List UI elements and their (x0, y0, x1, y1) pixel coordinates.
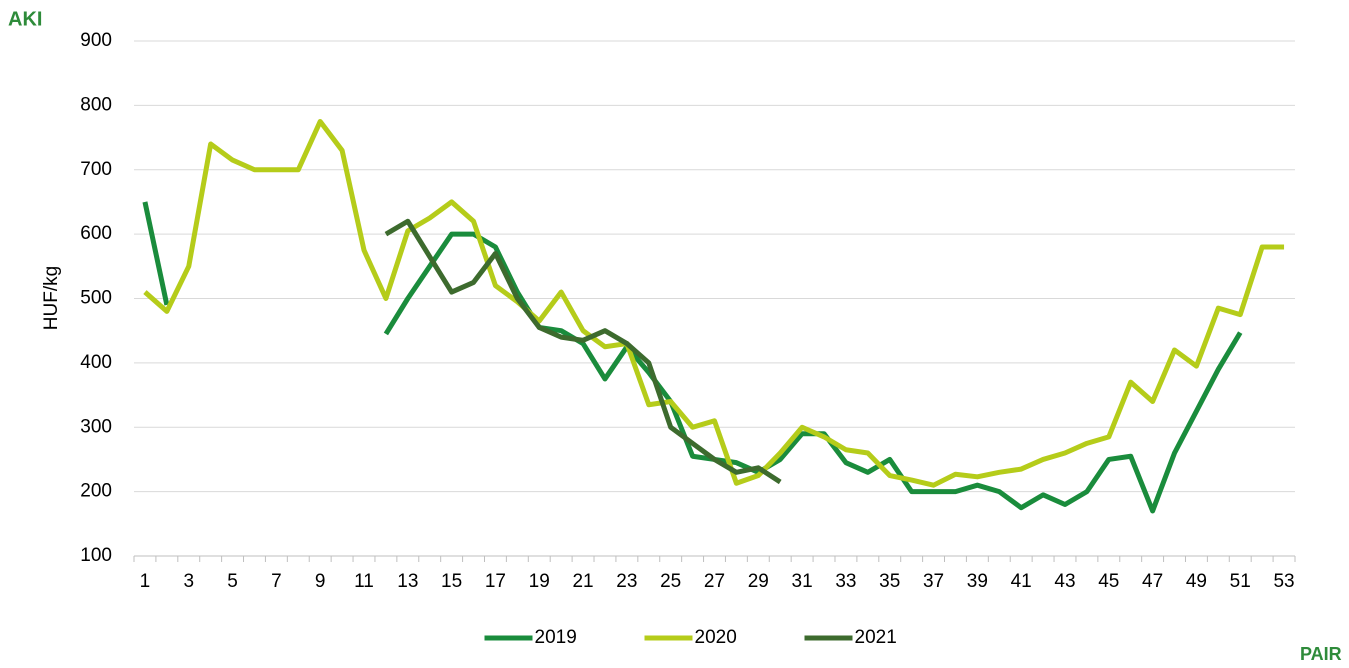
x-tick-label: 49 (1186, 571, 1207, 592)
line (143, 118, 1285, 488)
x-tick-label: 33 (835, 571, 856, 592)
y-tick-label: 800 (80, 94, 112, 115)
x-tick-label: 37 (923, 571, 944, 592)
x-tick-label: 19 (529, 571, 550, 592)
y-tick-label: 700 (80, 159, 112, 180)
x-tick-label: 17 (485, 571, 506, 592)
x-tick-label: 35 (879, 571, 900, 592)
x-tick-label: 3 (183, 571, 194, 592)
x-tick-label: 31 (792, 571, 813, 592)
x-tick-label: 29 (748, 571, 769, 592)
y-tick-label: 300 (80, 416, 112, 437)
x-tick-label: 51 (1230, 571, 1251, 592)
legend-label: 2021 (855, 627, 897, 648)
x-tick-label: 21 (572, 571, 593, 592)
x-tick-label: 5 (227, 571, 238, 592)
x-tick-label: 15 (441, 571, 462, 592)
y-tick-label: 200 (80, 481, 112, 502)
x-tick-label: 9 (315, 571, 326, 592)
x-tick-label: 1 (140, 571, 151, 592)
y-tick-label: 100 (80, 545, 112, 566)
y-tick-label: 500 (80, 288, 112, 309)
logo: AKI (8, 8, 42, 30)
legend-label: 2019 (535, 627, 577, 648)
line (384, 218, 782, 485)
x-tick-label: 43 (1054, 571, 1075, 592)
y-tick-label: 600 (80, 223, 112, 244)
y-tick-label: 400 (80, 352, 112, 373)
logo: PAIR (1300, 644, 1342, 664)
x-tick-label: 27 (704, 571, 725, 592)
x-tick-label: 13 (397, 571, 418, 592)
x-tick-label: 47 (1142, 571, 1163, 592)
x-tick-label: 7 (271, 571, 282, 592)
x-tick-label: 41 (1011, 571, 1032, 592)
x-tick-label: 11 (354, 571, 374, 592)
x-tick-label: 53 (1273, 571, 1294, 592)
y-tick-label: 900 (80, 30, 112, 51)
line (142, 201, 170, 306)
x-tick-label: 25 (660, 571, 681, 592)
legend-label: 2020 (695, 627, 737, 648)
x-tick-label: 23 (616, 571, 637, 592)
x-tick-label: 45 (1098, 571, 1119, 592)
x-tick-label: 39 (967, 571, 988, 592)
line (383, 231, 1243, 514)
y-axis-label: HUF/kg (41, 266, 62, 330)
